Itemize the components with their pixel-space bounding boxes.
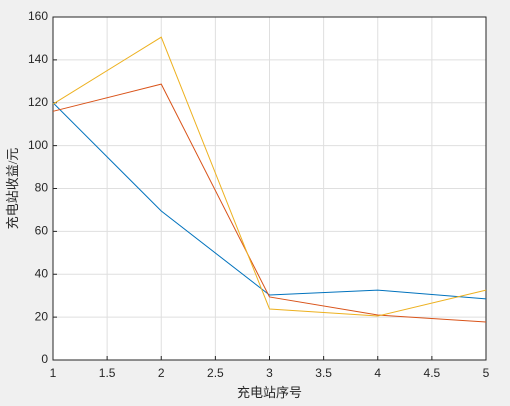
axes-box <box>52 16 487 361</box>
y-tick-label: 100 <box>28 138 48 152</box>
y-tick-label: 80 <box>35 181 49 195</box>
y-tick-label: 140 <box>28 52 48 66</box>
x-tick-label: 1 <box>50 366 57 380</box>
x-tick-label: 4.5 <box>424 366 441 380</box>
x-tick-label: 3.5 <box>315 366 332 380</box>
x-tick-label: 2 <box>158 366 165 380</box>
x-tick-label: 4 <box>374 366 381 380</box>
x-tick-label: 1.5 <box>99 366 116 380</box>
y-tick-label: 40 <box>35 266 49 280</box>
x-tick-label: 3 <box>266 366 273 380</box>
y-tick-label: 0 <box>41 352 48 366</box>
y-tick-label: 60 <box>35 224 49 238</box>
series-line <box>52 83 487 323</box>
y-axis-label: 充电站收益/元 <box>5 148 20 230</box>
x-tick-label: 5 <box>483 366 490 380</box>
x-tick-label: 2.5 <box>207 366 224 380</box>
y-tick-label: 120 <box>28 95 48 109</box>
y-tick-label: 160 <box>28 9 48 23</box>
x-axis-label: 充电站序号 <box>237 385 302 400</box>
series-line <box>52 36 487 317</box>
series-line <box>52 102 487 300</box>
y-tick-label: 20 <box>35 309 49 323</box>
